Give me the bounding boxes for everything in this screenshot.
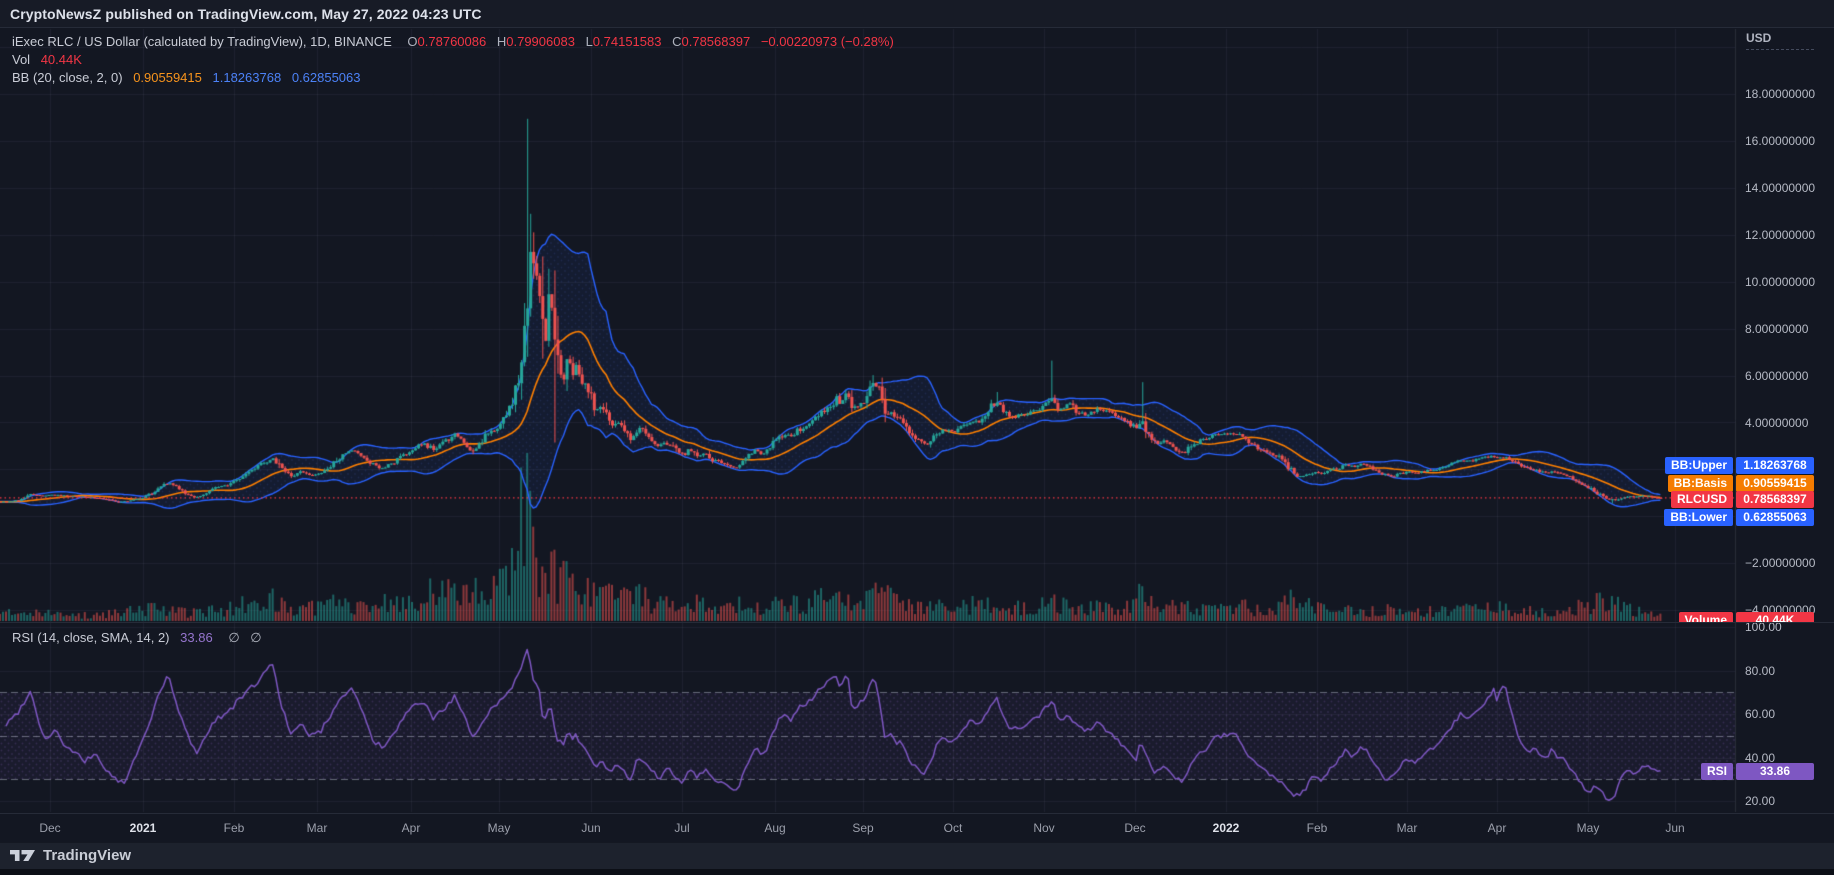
close-value: 0.78568397	[681, 34, 751, 49]
price-tick-label: −2.00000000	[1745, 556, 1816, 571]
rsi-tick-label: 60.00	[1745, 707, 1776, 721]
rsi-tick-label: 40.00	[1745, 750, 1776, 765]
main-pane-overlay: Volume 40.44K	[0, 28, 1834, 622]
time-tick-label: Nov	[1033, 821, 1055, 835]
rsi-tick-label: 80.00	[1745, 663, 1776, 678]
time-tick-label: Mar	[306, 821, 328, 835]
time-tick-label: Dec	[1124, 821, 1146, 835]
last-price-badge-label: RLCUSD	[1671, 491, 1733, 508]
price-tick-label: 6.00000000	[1745, 368, 1809, 383]
change-value: −0.00220973 (−0.28%)	[760, 34, 894, 49]
low-value: 0.74151583	[592, 34, 662, 49]
price-tick-label: 8.00000000	[1745, 321, 1809, 336]
bb-legend-row[interactable]: BB (20, close, 2, 0) 0.90559415 1.182637…	[12, 69, 894, 87]
high-label: H	[496, 34, 507, 49]
rsi-legend: RSI (14, close, SMA, 14, 2) 33.86 ∅ ∅	[12, 629, 262, 647]
price-tick-label: 16.00000000	[1745, 134, 1816, 149]
rsi-empty-2: ∅	[250, 630, 262, 645]
bb-lower-badge-value: 0.62855063	[1736, 509, 1814, 526]
vol-value: 40.44K	[40, 52, 82, 67]
time-tick-label: Jun	[1665, 821, 1685, 835]
tradingview-logo-icon	[10, 850, 35, 861]
open-value: 0.78760086	[417, 34, 487, 49]
tradingview-logo[interactable]: TradingView	[10, 847, 131, 864]
price-tick-label: 4.00000000	[1745, 415, 1809, 430]
bb-label: BB (20, close, 2, 0)	[12, 70, 123, 85]
bb-upper-badge-value: 1.18263768	[1736, 457, 1814, 474]
time-tick-label: Jul	[674, 821, 690, 835]
close-label: C	[672, 34, 682, 49]
time-tick-label: 2021	[129, 821, 157, 835]
time-tick-label: 2022	[1212, 821, 1240, 835]
rsi-badge-value: 33.86	[1736, 763, 1814, 780]
rsi-badge-label: RSI	[1700, 763, 1733, 780]
bb-basis-badge-label: BB:Basis	[1667, 475, 1733, 492]
bb-basis-value: 0.90559415	[133, 70, 202, 85]
time-tick-label: Apr	[1487, 821, 1507, 835]
time-tick-label: Apr	[401, 821, 421, 835]
time-tick-label: Dec	[39, 821, 61, 835]
watermark-bar: CryptoNewsZ published on TradingView.com…	[0, 0, 1834, 28]
high-value: 0.79906083	[506, 34, 575, 49]
watermark-text: CryptoNewsZ published on TradingView.com…	[10, 5, 482, 22]
volume-legend-row[interactable]: Vol 40.44K	[12, 51, 894, 69]
currency-unit-label[interactable]: USD	[1746, 31, 1814, 50]
rsi-tick-label: 20.00	[1745, 794, 1776, 808]
bb-lower-value: 0.62855063	[291, 70, 361, 85]
price-tick-label: 10.00000000	[1745, 274, 1816, 289]
rsi-value: 33.86	[180, 630, 213, 645]
bb-upper-badge-label: BB:Upper	[1665, 457, 1733, 474]
last-price-badge-value: 0.78568397	[1736, 491, 1814, 508]
price-tick-label: 18.00000000	[1745, 87, 1816, 102]
time-tick-label: Feb	[1306, 821, 1328, 835]
bb-basis-badge-value: 0.90559415	[1736, 475, 1814, 492]
time-tick-label: Mar	[1396, 821, 1418, 835]
rsi-tick-label: 100.00	[1745, 620, 1782, 634]
time-tick-label: Feb	[223, 821, 245, 835]
bb-upper-value: 1.18263768	[212, 70, 282, 85]
rsi-legend-row[interactable]: RSI (14, close, SMA, 14, 2) 33.86 ∅ ∅	[12, 629, 262, 647]
time-axis[interactable]: Dec 2021 Feb Mar Apr May Jun Jul Aug Sep Oct Nov Dec…	[0, 813, 1834, 841]
price-tick-label: 12.00000000	[1745, 227, 1816, 242]
rsi-label: RSI (14, close, SMA, 14, 2)	[12, 630, 170, 645]
time-tick-label: Aug	[764, 821, 786, 835]
main-legend: iExec RLC / US Dollar (calculated by Tra…	[12, 33, 894, 87]
low-label: L	[585, 34, 593, 49]
rsi-empty-1: ∅	[228, 630, 240, 645]
price-tick-label: 14.00000000	[1745, 181, 1816, 195]
bottom-edge	[0, 869, 1834, 875]
time-tick-label: Jun	[581, 821, 601, 835]
time-tick-label: Sep	[852, 821, 874, 835]
time-tick-label: May	[1576, 821, 1600, 835]
volume-badge-label: Volume	[1678, 612, 1733, 622]
symbol-legend-row[interactable]: iExec RLC / US Dollar (calculated by Tra…	[12, 33, 894, 51]
tradingview-logo-text: TradingView	[43, 847, 132, 864]
symbol-title: iExec RLC / US Dollar (calculated by Tra…	[12, 34, 392, 49]
bb-lower-badge-label: BB:Lower	[1664, 509, 1733, 526]
vol-label: Vol	[12, 52, 31, 67]
volume-badge-value: 40.44K	[1736, 612, 1814, 622]
time-tick-label: May	[487, 821, 511, 835]
open-label: O	[407, 34, 418, 49]
time-tick-label: Oct	[943, 821, 963, 835]
pane-divider[interactable]	[0, 622, 1834, 623]
